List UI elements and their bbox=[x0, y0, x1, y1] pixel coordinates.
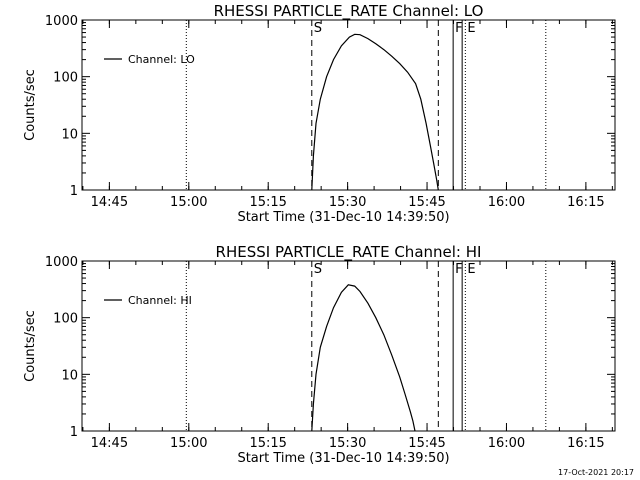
event-marker-label: S bbox=[314, 21, 322, 36]
chart-title: RHESSI PARTICLE_RATE Channel: HI bbox=[216, 243, 482, 262]
event-marker-label: S bbox=[314, 262, 322, 277]
y-tick-label: 1000 bbox=[45, 255, 78, 270]
series-line bbox=[312, 34, 439, 190]
x-tick-label: 16:15 bbox=[567, 436, 604, 451]
plot-timestamp: 17-Oct-2021 20:17 bbox=[558, 468, 634, 477]
x-tick-label: 15:00 bbox=[170, 195, 207, 210]
x-tick-label: 16:00 bbox=[488, 195, 525, 210]
x-tick-label: 15:30 bbox=[329, 436, 366, 451]
plot-frame bbox=[82, 20, 615, 190]
y-tick-label: 1 bbox=[70, 184, 78, 199]
y-axis-label: Counts/sec bbox=[23, 69, 38, 141]
y-tick-label: 10 bbox=[61, 368, 78, 383]
series-line bbox=[312, 285, 415, 431]
event-marker-label: E bbox=[467, 21, 475, 36]
x-tick-label: 15:00 bbox=[170, 436, 207, 451]
event-marker-label: F bbox=[455, 21, 462, 36]
chart-panel-0 bbox=[82, 20, 615, 190]
chart-title: RHESSI PARTICLE_RATE Channel: LO bbox=[214, 2, 484, 21]
x-tick-label: 15:45 bbox=[408, 436, 445, 451]
x-tick-label: 16:00 bbox=[488, 436, 525, 451]
x-tick-label: 15:15 bbox=[249, 195, 286, 210]
x-tick-label: 14:45 bbox=[91, 195, 128, 210]
x-axis-label: Start Time (31-Dec-10 14:39:50) bbox=[237, 451, 449, 466]
x-axis-label: Start Time (31-Dec-10 14:39:50) bbox=[237, 210, 449, 225]
y-tick-label: 1000 bbox=[45, 14, 78, 29]
legend-label: Channel: HI bbox=[128, 294, 192, 307]
y-tick-label: 100 bbox=[53, 71, 78, 86]
y-axis-label: Counts/sec bbox=[23, 310, 38, 382]
chart-panel-1 bbox=[82, 261, 615, 431]
y-tick-label: 1 bbox=[70, 425, 78, 440]
x-tick-label: 15:15 bbox=[249, 436, 286, 451]
event-marker-label: E bbox=[467, 262, 475, 277]
y-tick-label: 100 bbox=[53, 312, 78, 327]
plot-frame bbox=[82, 261, 615, 431]
x-tick-label: 14:45 bbox=[91, 436, 128, 451]
y-tick-label: 10 bbox=[61, 127, 78, 142]
x-tick-label: 15:45 bbox=[408, 195, 445, 210]
x-tick-label: 15:30 bbox=[329, 195, 366, 210]
legend-label: Channel: LO bbox=[128, 53, 195, 66]
x-tick-label: 16:15 bbox=[567, 195, 604, 210]
event-marker-label: F bbox=[455, 262, 462, 277]
